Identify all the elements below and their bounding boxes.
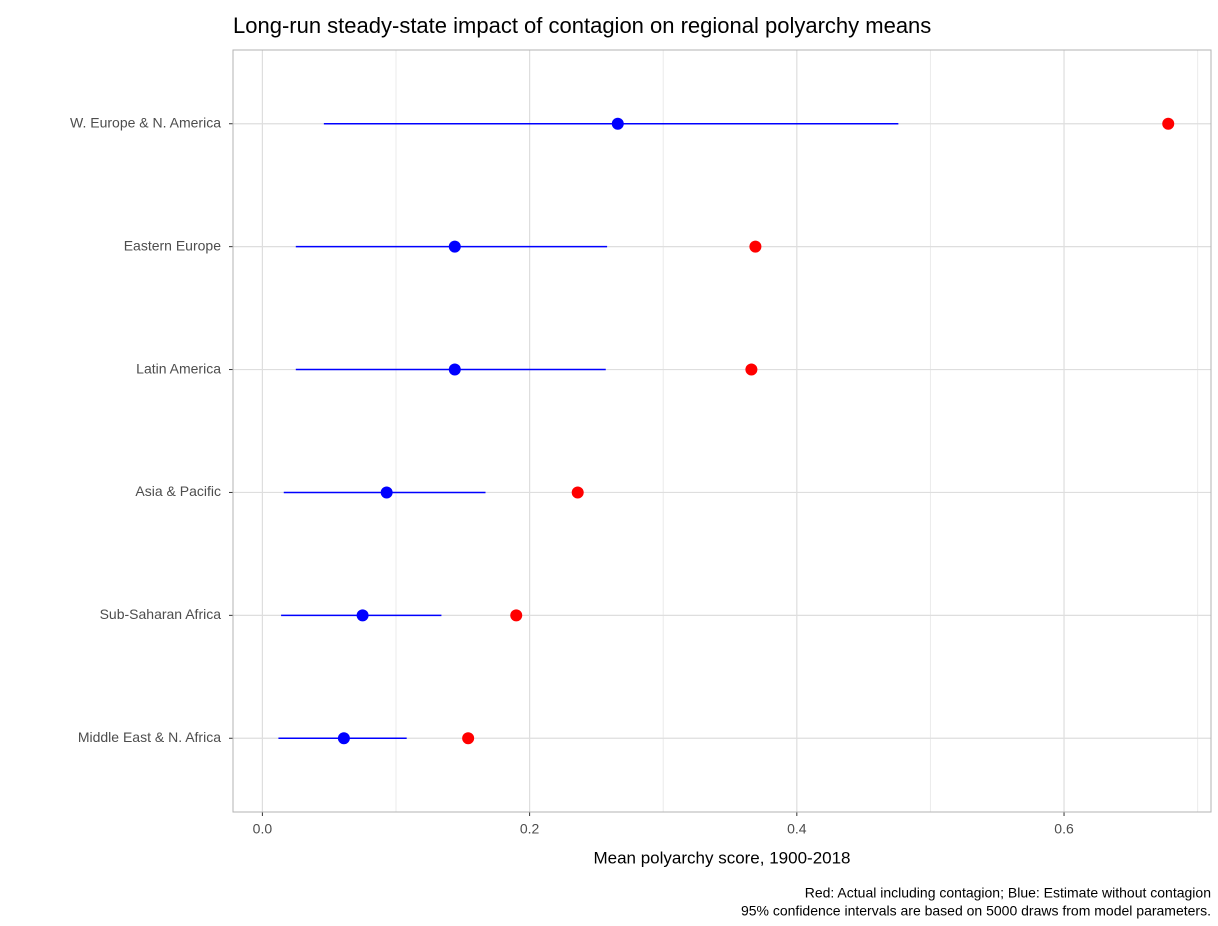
- point: [510, 609, 523, 622]
- point: [380, 486, 393, 499]
- point: [745, 363, 758, 376]
- y-tick-label: Latin America: [136, 360, 221, 376]
- point: [462, 732, 475, 745]
- y-tick-label: W. Europe & N. America: [70, 114, 221, 130]
- point: [448, 363, 461, 376]
- point: [356, 609, 369, 622]
- x-tick-label: 0.2: [520, 821, 540, 837]
- panel-border: [232, 49, 1212, 813]
- x-axis-title: Mean polyarchy score, 1900-2018: [593, 848, 850, 867]
- point: [611, 117, 624, 130]
- point: [1162, 117, 1175, 130]
- y-tick-label: Middle East & N. Africa: [78, 729, 221, 745]
- x-tick-label: 0.6: [1054, 821, 1074, 837]
- x-tick-label: 0.0: [253, 821, 273, 837]
- point: [571, 486, 584, 499]
- y-tick-label: Sub-Saharan Africa: [100, 606, 222, 622]
- y-tick-label: Asia & Pacific: [135, 483, 221, 499]
- caption: Red: Actual including contagion; Blue: E…: [805, 885, 1211, 901]
- x-tick-label: 0.4: [787, 821, 807, 837]
- y-tick-label: Eastern Europe: [124, 237, 221, 253]
- caption: 95% confidence intervals are based on 50…: [741, 903, 1211, 919]
- point: [448, 240, 461, 253]
- chart-title: Long-run steady-state impact of contagio…: [233, 13, 931, 38]
- point: [749, 240, 762, 253]
- point: [337, 732, 350, 745]
